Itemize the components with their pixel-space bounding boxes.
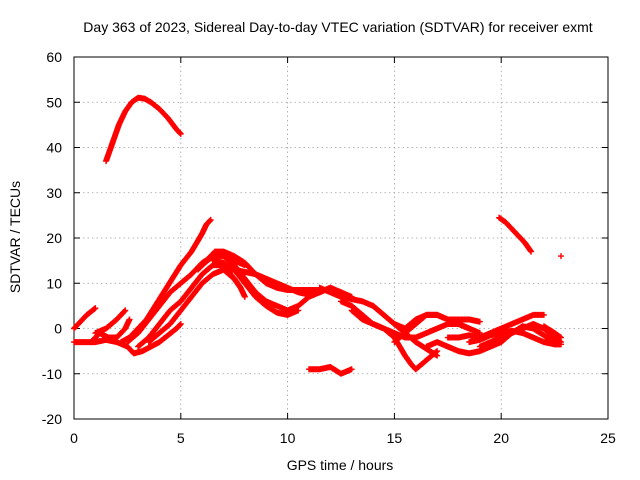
data-point <box>551 339 558 346</box>
data-point <box>295 307 302 314</box>
data-point <box>348 366 355 373</box>
data-point <box>558 334 565 341</box>
data-point <box>122 307 129 314</box>
y-tick-label: 60 <box>46 49 62 65</box>
y-tick-label: 0 <box>54 321 62 337</box>
x-tick-label: 5 <box>177 430 185 446</box>
data-point <box>528 248 535 255</box>
data-point <box>121 308 128 315</box>
data-point <box>558 341 565 348</box>
y-tick-label: 40 <box>46 140 62 156</box>
series-arc-right-4 <box>476 323 558 350</box>
series-arc-low-left-3 <box>88 316 133 346</box>
series-arc-high-right <box>496 214 535 255</box>
data-point <box>177 320 184 327</box>
y-tick-label: -10 <box>42 366 62 382</box>
chart-title: Day 363 of 2023, Sidereal Day-to-day VTE… <box>83 19 592 35</box>
series-arc-mid-4 <box>220 266 355 300</box>
data-point <box>177 321 184 328</box>
data-point <box>476 318 483 325</box>
x-axis-label: GPS time / hours <box>287 457 394 473</box>
series-arc-high-1 <box>103 94 184 165</box>
data-point <box>558 253 565 260</box>
data-point <box>540 311 547 318</box>
data-point <box>177 130 184 137</box>
x-tick-label: 0 <box>70 430 78 446</box>
y-tick-label: 10 <box>46 275 62 291</box>
data-point <box>434 348 441 355</box>
data-point <box>207 216 214 223</box>
x-tick-label: 15 <box>387 430 403 446</box>
x-tick-label: 20 <box>493 430 509 446</box>
data-point <box>92 305 99 312</box>
series-arc-right-5 <box>540 323 565 341</box>
y-axis-label: SDTVAR / TECUs <box>7 181 23 293</box>
series-arc-rise-4 <box>145 266 244 346</box>
data-points <box>71 94 565 377</box>
x-tick-label: 10 <box>280 430 296 446</box>
series-arc-low-left-4 <box>92 307 129 337</box>
series-arc-mid-9 <box>391 311 483 346</box>
y-tick-label: 20 <box>46 230 62 246</box>
data-point <box>433 348 440 355</box>
plot-frame <box>73 56 609 420</box>
x-axis-ticks: 0 5 10 15 20 25 <box>70 57 616 446</box>
data-point <box>241 293 248 300</box>
x-tick-label: 25 <box>600 430 616 446</box>
data-point <box>237 284 244 291</box>
series-arc-low-mid <box>305 363 355 377</box>
data-point <box>126 316 133 323</box>
data-point <box>177 130 184 137</box>
series-arc-low-left-2 <box>71 305 99 332</box>
grid <box>74 57 608 419</box>
data-point <box>206 217 213 224</box>
series-single-point <box>558 253 565 260</box>
y-tick-label: 50 <box>46 94 62 110</box>
y-tick-label: 30 <box>46 185 62 201</box>
y-tick-label: -20 <box>42 411 62 427</box>
